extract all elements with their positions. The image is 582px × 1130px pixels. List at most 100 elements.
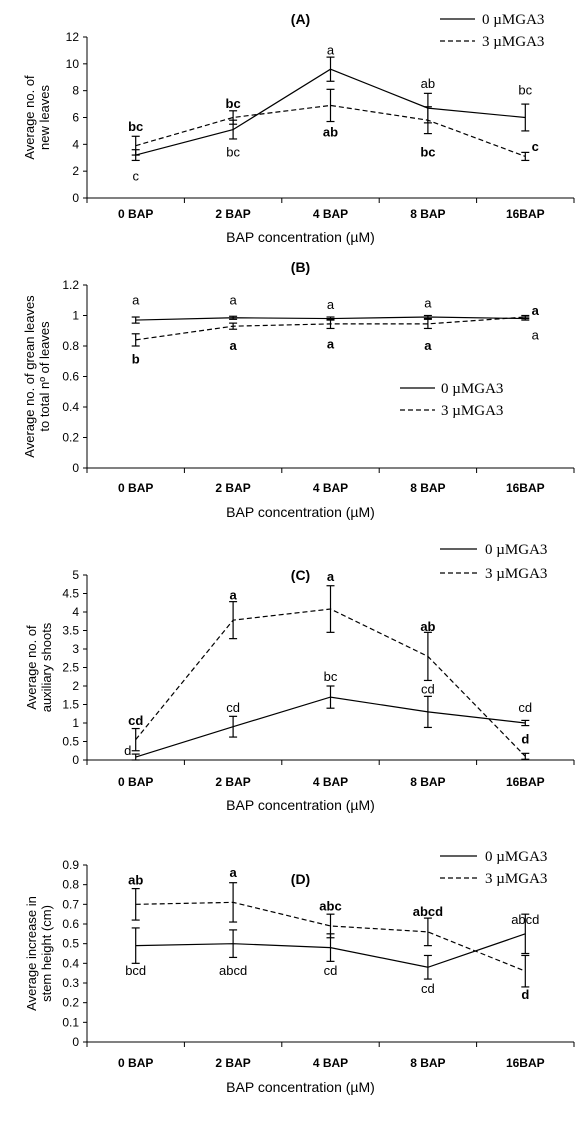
legend-entry: 0 µMGA3 — [482, 12, 544, 28]
significance-label: bc — [518, 83, 532, 98]
significance-label: a — [327, 569, 335, 584]
x-tick-label: 8 BAP — [410, 1056, 445, 1070]
chart-panel-2: (C) 0 0.5 1 1.5 2 2.5 3 3.5 4 4.5 5 0 BAP 2 BAP 4 BAP 8… — [24, 542, 575, 813]
x-tick-label: 2 BAP — [215, 207, 250, 221]
legend-entry: 0 µMGA3 — [441, 381, 503, 397]
significance-label: d — [124, 743, 131, 758]
y-tick-label: 3 — [72, 642, 79, 656]
y-tick-label: 0.3 — [62, 976, 79, 990]
significance-label: a — [229, 292, 237, 307]
y-tick-label: 0.2 — [62, 996, 79, 1010]
series-1 — [131, 585, 530, 760]
y-tick-label: 4.5 — [62, 587, 79, 601]
y-tick-label: 2 — [72, 679, 79, 693]
chart-title: (A) — [291, 11, 310, 27]
y-tick-label: 4 — [72, 137, 79, 151]
significance-label: ab — [421, 76, 435, 91]
x-tick-label: 8 BAP — [410, 775, 445, 789]
significance-label: c — [132, 169, 139, 184]
y-tick-label: 6 — [72, 111, 79, 125]
significance-label: a — [327, 336, 335, 351]
significance-label: a — [532, 327, 540, 342]
y-tick-label: 5 — [72, 568, 79, 582]
y-tick-label: 0.8 — [62, 878, 79, 892]
significance-label: a — [532, 303, 540, 318]
significance-label: a — [132, 292, 140, 307]
y-tick-label: 4 — [72, 605, 79, 619]
y-axis-label-line: Average no. of grean leaves — [22, 295, 37, 458]
chart-panel-1: (B) 0 0.2 0.4 0.6 0.8 1 1.2 0 BAP 2 BAP 4 BAP 8 BAP… — [22, 259, 575, 520]
y-tick-label: 0.5 — [62, 937, 79, 951]
legend-entry: 3 µMGA3 — [482, 34, 544, 50]
x-tick-label: 2 BAP — [215, 775, 250, 789]
significance-label: a — [229, 338, 237, 353]
y-axis-label-line: auxiliary shoots — [39, 622, 54, 712]
significance-label: ab — [420, 619, 435, 634]
y-tick-label: 0.1 — [62, 1015, 79, 1029]
y-tick-label: 8 — [72, 84, 79, 98]
y-axis-label-line: new leaves — [37, 84, 52, 150]
series-line — [135, 901, 526, 972]
x-axis-label: BAP concentration (µM) — [226, 504, 375, 520]
chart-panel-3: (D) 0 0.1 0.2 0.3 0.4 0.5 0.6 0.7 0.8 0.9 0 BAP 2 BA… — [24, 849, 575, 1095]
x-tick-label: 16BAP — [506, 481, 545, 495]
legend-entry: 3 µMGA3 — [441, 403, 503, 419]
x-tick-label: 4 BAP — [313, 207, 348, 221]
x-tick-label: 8 BAP — [410, 481, 445, 495]
significance-label: abcd — [413, 904, 443, 919]
y-tick-label: 0.4 — [62, 956, 79, 970]
y-tick-label: 0 — [72, 191, 79, 205]
significance-label: a — [229, 865, 237, 880]
x-tick-label: 0 BAP — [118, 207, 153, 221]
series-0 — [131, 685, 530, 761]
x-tick-label: 4 BAP — [313, 481, 348, 495]
legend-entry: 3 µMGA3 — [485, 871, 547, 887]
y-tick-label: 0 — [72, 1035, 79, 1049]
series-1 — [131, 882, 530, 988]
y-axis-label: Average no. ofauxiliary shoots — [24, 622, 54, 712]
legend-entry: 3 µMGA3 — [485, 566, 547, 582]
y-tick-label: 1.2 — [62, 278, 79, 292]
significance-label: b — [132, 352, 140, 367]
significance-label: abcd — [511, 912, 539, 927]
y-axis-label-line: stem height (cm) — [39, 905, 54, 1002]
chart-title: (B) — [291, 259, 310, 275]
y-tick-label: 0.7 — [62, 897, 79, 911]
significance-label: ab — [323, 124, 338, 139]
y-axis-label-line: to total nº of leaves — [37, 321, 52, 432]
x-tick-label: 2 BAP — [215, 1056, 250, 1070]
y-tick-label: 0.5 — [62, 735, 79, 749]
significance-label: cd — [421, 981, 435, 996]
significance-label: bc — [324, 669, 338, 684]
chart-title: (C) — [291, 567, 310, 583]
x-tick-label: 0 BAP — [118, 775, 153, 789]
x-axis-label: BAP concentration (µM) — [226, 229, 375, 245]
legend-entry: 0 µMGA3 — [485, 849, 547, 865]
significance-label: a — [424, 295, 432, 310]
legend: 0 µMGA3 3 µMGA3 — [440, 12, 544, 50]
significance-label: d — [521, 732, 529, 747]
y-tick-label: 3.5 — [62, 624, 79, 638]
x-tick-label: 4 BAP — [313, 775, 348, 789]
y-tick-label: 0 — [72, 753, 79, 767]
y-axis-label-line: Average no. of — [22, 75, 37, 160]
significance-label: bc — [226, 96, 241, 111]
y-tick-label: 0 — [72, 461, 79, 475]
x-tick-label: 16BAP — [506, 207, 545, 221]
y-tick-label: 0.8 — [62, 339, 79, 353]
significance-label: ab — [128, 873, 143, 888]
chart-panel-0: (A) 0 2 4 6 8 10 12 0 BAP 2 BAP 4 BAP 8 BAP 16BAP BAP… — [22, 11, 575, 245]
significance-label: cd — [421, 682, 435, 697]
significance-label: bc — [420, 144, 435, 159]
y-tick-label: 10 — [66, 57, 80, 71]
significance-label: abc — [319, 898, 341, 913]
significance-label: bcd — [125, 963, 146, 978]
y-axis-label: Average no. of grean leavesto total nº o… — [22, 295, 52, 458]
y-tick-label: 1 — [72, 309, 79, 323]
significance-label: bc — [128, 119, 143, 134]
legend: 0 µMGA3 3 µMGA3 — [440, 542, 547, 582]
series-1 — [131, 88, 530, 162]
y-tick-label: 0.6 — [62, 917, 79, 931]
y-tick-label: 0.4 — [62, 400, 79, 414]
